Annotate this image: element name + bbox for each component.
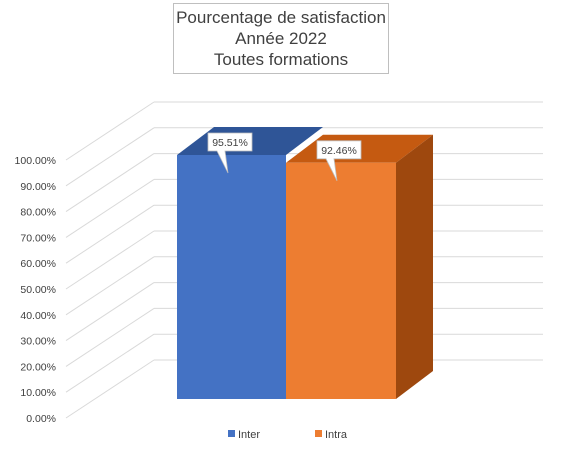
legend-label-inter: Inter — [238, 429, 260, 441]
data-label-callout-intra — [316, 140, 362, 181]
y-tick-label: 10.00% — [20, 387, 56, 399]
bar-inter — [177, 155, 286, 399]
y-tick-label: 50.00% — [20, 284, 56, 296]
data-label-callout-inter — [207, 132, 253, 174]
data-label-intra: 92.46% — [321, 145, 357, 157]
legend-swatch-inter — [228, 430, 235, 437]
gridline-depth — [65, 256, 155, 316]
data-labels: 95.51% 92.46% — [207, 132, 362, 181]
gridline-depth — [65, 359, 155, 419]
y-tick-label: 100.00% — [15, 155, 56, 167]
gridline-depth — [65, 127, 155, 187]
y-tick-label: 90.00% — [20, 181, 56, 193]
chart-title-line-2: Année 2022 — [235, 29, 327, 48]
gridline-depth — [65, 153, 155, 213]
legend-swatch-intra — [315, 430, 322, 437]
y-tick-label: 0.00% — [26, 413, 56, 425]
gridline-depth — [65, 101, 155, 161]
y-tick-label: 60.00% — [20, 258, 56, 270]
chart-title-line-1: Pourcentage de satisfaction — [176, 8, 386, 27]
bar-intra — [286, 162, 396, 399]
legend: Inter Intra — [228, 429, 348, 441]
gridline-depth — [65, 230, 155, 290]
y-tick-label: 20.00% — [20, 361, 56, 373]
data-label-inter: 95.51% — [212, 137, 248, 149]
y-tick-label: 80.00% — [20, 207, 56, 219]
y-tick-label: 30.00% — [20, 336, 56, 348]
chart-title-box: Pourcentage de satisfaction Année 2022 T… — [173, 3, 389, 74]
bars — [177, 127, 433, 399]
gridline-depth — [65, 178, 155, 238]
y-tick-label: 40.00% — [20, 310, 56, 322]
gridline-depth — [65, 204, 155, 264]
gridline-depth — [65, 307, 155, 367]
chart-title-line-3: Toutes formations — [213, 50, 349, 69]
gridline-depth — [65, 282, 155, 342]
bar-intra-side — [396, 134, 433, 399]
y-tick-label: 70.00% — [20, 232, 56, 244]
legend-label-intra: Intra — [325, 429, 348, 441]
gridline-depth — [65, 333, 155, 393]
